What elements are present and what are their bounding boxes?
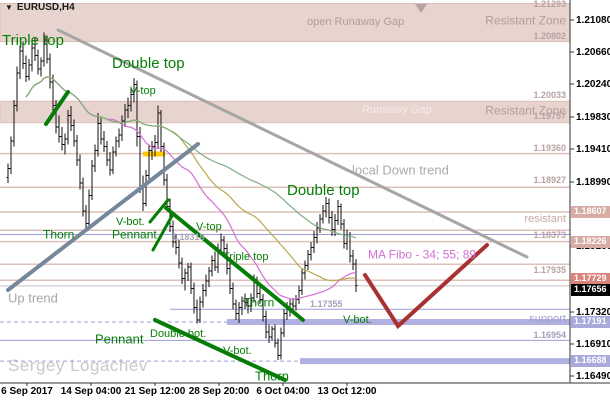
y-axis-price-box: [571, 355, 610, 367]
pattern-label[interactable]: Thorn: [243, 296, 274, 310]
y-axis-price-box: [571, 206, 610, 218]
price-axis-bg: [571, 0, 610, 400]
y-axis-label: 1.20660: [576, 47, 610, 58]
y-axis-label: 1.20240: [576, 79, 610, 90]
symbol-text: EURUSD,H4: [16, 2, 75, 13]
y-axis-price-box: [571, 236, 610, 248]
resistant-zone[interactable]: [0, 2, 571, 43]
y-axis-price-box: [571, 273, 610, 285]
y-axis-price-box: [571, 284, 610, 296]
level-price-label: 1.19757: [533, 111, 566, 121]
pattern-label[interactable]: V-top: [196, 221, 222, 233]
pattern-label[interactable]: Triple top: [223, 251, 268, 263]
ohlc-bars: [6, 32, 358, 361]
level-price-label: 1.20802: [533, 31, 566, 41]
note-label[interactable]: resistant: [524, 213, 566, 225]
note-label[interactable]: Up trend: [8, 290, 58, 305]
note-label[interactable]: open Runaway Gap: [307, 16, 404, 28]
chart-symbol-label[interactable]: ▼ EURUSD,H4: [5, 2, 75, 13]
pattern-label[interactable]: Double bot.: [150, 328, 206, 340]
note-label[interactable]: local Down trend: [352, 162, 449, 177]
pennant-lower-line[interactable]: [151, 212, 175, 252]
down-trendline[interactable]: [56, 28, 529, 259]
y-axis-label: 1.19830: [576, 112, 610, 123]
pattern-label[interactable]: V-bot.: [343, 314, 372, 326]
ma-fibo-89: [25, 76, 357, 239]
level-price-label: 1.17935: [533, 265, 566, 275]
y-axis-price-box-label: 1.18607: [574, 206, 607, 216]
green-breakout-line[interactable]: [44, 90, 70, 126]
level-price-label: 1.19360: [533, 143, 566, 153]
y-axis-label: 1.17320: [576, 307, 610, 318]
pattern-label[interactable]: Double top: [112, 55, 185, 72]
y-axis-price-box-label: 1.18226: [574, 236, 607, 246]
note-label[interactable]: Runaway Gap: [362, 104, 432, 116]
note-label[interactable]: support: [529, 313, 566, 325]
pattern-label[interactable]: V-top: [130, 85, 156, 97]
pattern-label[interactable]: Thorn: [255, 368, 289, 383]
pattern-label[interactable]: Thorn: [43, 228, 74, 242]
y-axis-price-box-label: 1.17656: [574, 284, 607, 294]
note-label[interactable]: Resistant Zone: [485, 14, 566, 28]
pattern-label[interactable]: Double top: [287, 182, 360, 199]
green-down-line-1[interactable]: [164, 206, 305, 322]
pattern-label[interactable]: V-bot.: [116, 216, 145, 228]
pennant-upper-line[interactable]: [148, 198, 170, 224]
level-price-label: 1.18318: [172, 232, 205, 242]
y-axis-price-box-label: 1.17729: [574, 273, 607, 283]
level-price-label: 1.18373: [533, 230, 566, 240]
y-axis-label: 1.16490: [576, 371, 610, 382]
level-price-label: 1.21293: [533, 0, 566, 9]
y-axis-price-box-label: 1.16688: [574, 355, 607, 365]
level-price-label: 1.17355: [310, 299, 343, 309]
level-price-label: 1.20033: [533, 90, 566, 100]
green-down-line-2[interactable]: [153, 318, 287, 382]
pattern-label[interactable]: Triple top: [2, 32, 64, 49]
x-axis-label: 6 Sep 2017: [1, 386, 53, 397]
level-price-label: 1.16954: [533, 330, 566, 340]
forecast-path[interactable]: [363, 243, 489, 330]
y-axis-label: 1.18990: [576, 177, 610, 188]
up-trendline[interactable]: [6, 142, 200, 292]
y-axis-label: 1.19410: [576, 144, 610, 155]
x-axis-label: 28 Sep 20:00: [189, 386, 250, 397]
pattern-label[interactable]: Pennant: [95, 331, 144, 346]
level-price-label: 1.18927: [533, 175, 566, 185]
x-axis-label: 14 Sep 04:00: [61, 386, 122, 397]
chevron-down-icon: ▼: [5, 2, 13, 12]
note-label[interactable]: Resistant Zone: [485, 104, 566, 118]
x-axis-label: 6 Oct 04:00: [256, 386, 310, 397]
y-axis-label: 1.16910: [576, 339, 610, 350]
x-axis-label: 21 Sep 12:00: [125, 386, 186, 397]
y-axis-label: 1.21080: [576, 15, 610, 26]
note-label[interactable]: MA Fibo - 34; 55; 89: [368, 248, 476, 262]
y-axis-price-box-label: 1.17191: [574, 316, 607, 326]
pattern-label[interactable]: Pennant: [112, 228, 157, 242]
pattern-label[interactable]: V-bot.: [223, 345, 252, 357]
x-axis-label: 13 Oct 12:00: [318, 386, 377, 397]
down-arrow-marker[interactable]: [415, 4, 427, 13]
y-axis-price-box: [571, 316, 610, 328]
